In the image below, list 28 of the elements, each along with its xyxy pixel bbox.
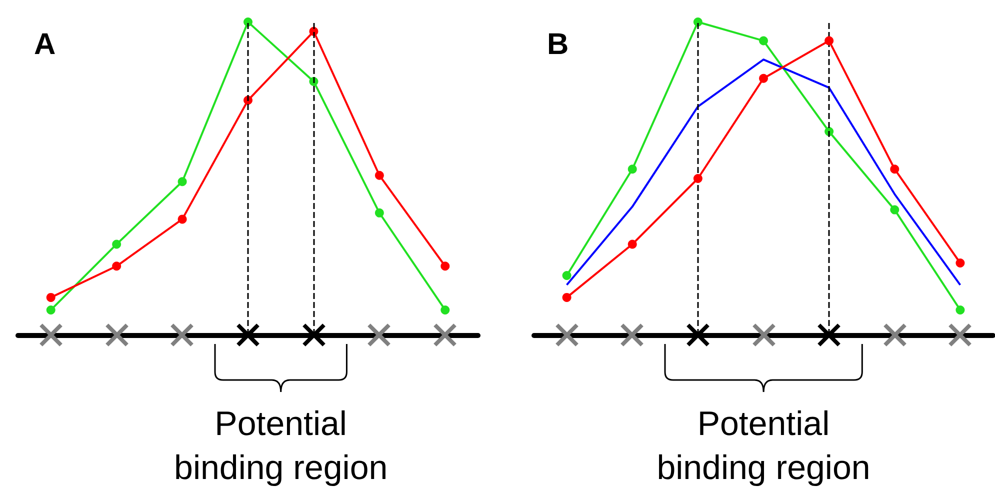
text: Potential binding region bbox=[656, 404, 872, 489]
point bbox=[693, 174, 702, 183]
point bbox=[46, 305, 56, 314]
text: Potential binding region bbox=[173, 404, 389, 489]
point bbox=[178, 177, 187, 186]
point bbox=[440, 305, 450, 314]
point bbox=[112, 240, 122, 249]
point bbox=[374, 208, 384, 218]
chart-title: A bbox=[34, 28, 56, 62]
point bbox=[46, 292, 56, 302]
point bbox=[628, 240, 637, 249]
point bbox=[244, 18, 252, 26]
point bbox=[759, 36, 768, 46]
point bbox=[824, 36, 834, 46]
point bbox=[562, 271, 572, 280]
point bbox=[956, 305, 965, 314]
point bbox=[693, 18, 702, 26]
point bbox=[890, 205, 900, 214]
point bbox=[890, 164, 900, 174]
point bbox=[374, 170, 384, 180]
point bbox=[759, 74, 768, 83]
chart-title: B bbox=[547, 28, 569, 62]
point bbox=[562, 292, 572, 302]
point bbox=[178, 214, 187, 224]
point bbox=[628, 164, 637, 174]
point bbox=[956, 258, 965, 268]
point bbox=[440, 262, 450, 271]
point bbox=[112, 262, 122, 271]
